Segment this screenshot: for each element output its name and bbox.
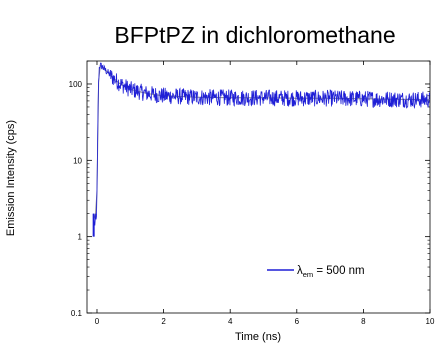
y-tick-label: 1 [78, 233, 83, 242]
plot-frame [86, 60, 431, 314]
legend-label-subscript: em [303, 270, 313, 279]
fit-curve [93, 64, 431, 219]
y-tick-label: 10 [73, 156, 82, 165]
legend-label-main: λ [297, 265, 303, 277]
legend-label: λem = 500 nm [297, 265, 365, 279]
y-tick-label: 0.1 [71, 309, 83, 318]
legend: λem = 500 nm [267, 265, 365, 279]
x-tick-label: 8 [361, 317, 366, 326]
x-axis-title: Time (ns) [235, 331, 281, 343]
chart-title: BFPtPZ in dichloromethane [114, 22, 395, 48]
x-tick-label: 6 [295, 317, 300, 326]
y-tick-label: 100 [69, 80, 83, 89]
x-tick-label: 0 [95, 317, 100, 326]
x-tick-label: 10 [426, 317, 435, 326]
series-line-500nm [93, 62, 431, 226]
x-tick-label: 2 [161, 317, 166, 326]
y-axis-title: Emission Intensity (cps) [5, 120, 17, 236]
legend-label-rest: = 500 nm [313, 265, 364, 277]
x-tick-label: 4 [228, 317, 233, 326]
series-layer [92, 62, 431, 237]
x-axis: 0 2 4 6 8 10 [95, 61, 435, 326]
